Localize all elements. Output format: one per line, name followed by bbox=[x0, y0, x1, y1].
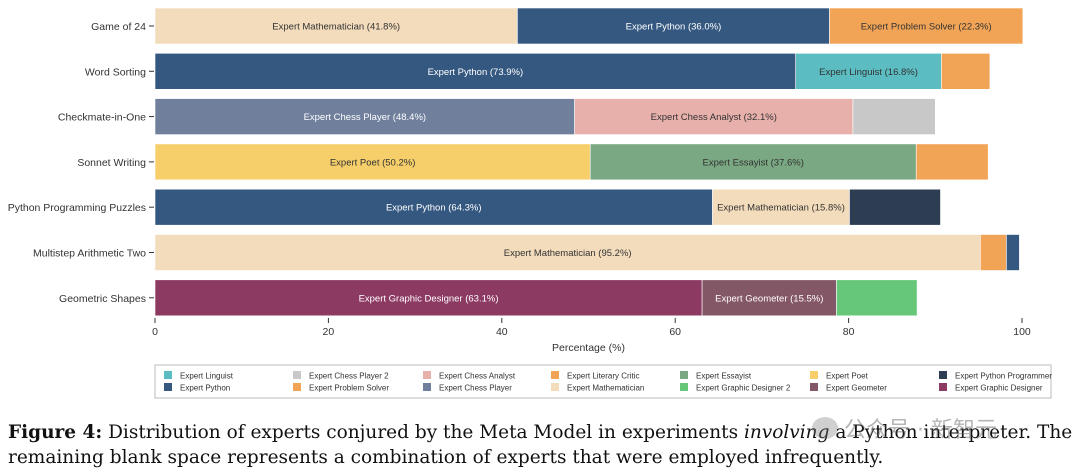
legend-swatch bbox=[293, 371, 301, 379]
bar-segment bbox=[829, 7, 1024, 45]
legend-box bbox=[154, 364, 1052, 399]
legend-item: Expert Problem Solver bbox=[309, 384, 389, 393]
bar-segment bbox=[154, 7, 518, 45]
bar-data-label: Expert Essayist (37.6%) bbox=[703, 157, 804, 168]
legend-item: Expert Essayist bbox=[696, 372, 752, 381]
bar-segment bbox=[836, 279, 918, 317]
x-tick-label: 0 bbox=[152, 326, 158, 338]
legend-item: Expert Graphic Designer bbox=[955, 384, 1043, 393]
legend-item: Expert Linguist bbox=[180, 372, 234, 381]
figure-label: Figure 4: bbox=[8, 422, 103, 443]
bar-segment bbox=[574, 98, 854, 135]
bar-segment bbox=[1006, 234, 1020, 271]
legend-swatch bbox=[423, 371, 431, 379]
bar-data-label: Expert Mathematician (15.8%) bbox=[717, 203, 845, 214]
legend-item: Expert Python bbox=[180, 384, 230, 393]
legend-item: Expert Literary Critic bbox=[567, 372, 639, 381]
legend-swatch bbox=[423, 383, 431, 391]
bar-segment bbox=[154, 188, 713, 226]
legend-item: Expert Geometer bbox=[826, 384, 887, 393]
x-tick-label: 80 bbox=[843, 326, 855, 338]
legend-swatch bbox=[164, 383, 172, 391]
category-label: Geometric Shapes bbox=[59, 293, 146, 305]
bar-segment bbox=[915, 143, 989, 181]
bar-segment bbox=[941, 52, 991, 90]
category-label: Game of 24 bbox=[91, 21, 146, 33]
x-tick-label: 100 bbox=[1013, 326, 1031, 338]
bar-segment bbox=[154, 279, 703, 317]
x-tick-label: 60 bbox=[669, 326, 681, 338]
legend-swatch bbox=[551, 371, 559, 379]
bar-data-label: Expert Geometer (15.5%) bbox=[715, 293, 823, 304]
bar-data-label: Expert Mathematician (41.8%) bbox=[272, 22, 400, 33]
bar-segment bbox=[701, 279, 837, 317]
legend-swatch bbox=[810, 383, 818, 391]
watermark-text: 公众号 · 新智元 bbox=[844, 418, 997, 443]
expert-distribution-chart: Game of 24 Expert Mathematician (41.8%) Ex… bbox=[8, 7, 1052, 399]
bar-segment bbox=[154, 234, 981, 271]
bar-segment bbox=[154, 98, 575, 135]
bar-segment bbox=[589, 143, 917, 181]
wechat-icon bbox=[812, 417, 838, 439]
legend-swatch bbox=[810, 371, 818, 379]
bar-data-label: Expert Mathematician (95.2%) bbox=[504, 248, 632, 259]
bar-data-label: Expert Poet (50.2%) bbox=[330, 157, 416, 168]
figure-caption: Figure 4: Distribution of experts conjur… bbox=[8, 420, 1076, 470]
bar-segment bbox=[712, 188, 850, 226]
bar-data-label: Expert Chess Player (48.4%) bbox=[304, 112, 427, 123]
legend-item: Expert Graphic Designer 2 bbox=[696, 384, 791, 393]
bar-data-label: Expert Python (64.3%) bbox=[386, 203, 482, 214]
legend-swatch bbox=[939, 383, 947, 391]
watermark: 公众号 · 新智元 bbox=[812, 412, 997, 444]
bar-data-label: Expert Chess Analyst (32.1%) bbox=[651, 112, 777, 123]
legend-item: Expert Poet bbox=[826, 372, 869, 381]
legend-swatch bbox=[680, 371, 688, 379]
bar-data-label: Expert Python (73.9%) bbox=[428, 67, 524, 78]
category-label: Multistep Arithmetic Two bbox=[33, 248, 146, 260]
category-label: Sonnet Writing bbox=[77, 157, 146, 169]
category-label: Checkmate-in-One bbox=[58, 112, 146, 124]
caption-text-before: Distribution of experts conjured by the … bbox=[102, 422, 744, 443]
legend-swatch bbox=[939, 371, 947, 379]
legend-item: Expert Chess Analyst bbox=[439, 372, 516, 381]
legend-swatch bbox=[551, 383, 559, 391]
caption-emphasis: involving bbox=[743, 422, 830, 443]
x-tick-label: 40 bbox=[496, 326, 508, 338]
category-label: Word Sorting bbox=[85, 66, 146, 78]
bar-segment bbox=[852, 98, 936, 135]
x-tick-label: 20 bbox=[323, 326, 335, 338]
legend-swatch bbox=[164, 371, 172, 379]
bar-data-label: Expert Linguist (16.8%) bbox=[819, 67, 918, 78]
caption-text-after: a Python interpreter. The remaining blan… bbox=[8, 422, 1073, 468]
legend-item: Expert Mathematician bbox=[567, 384, 644, 393]
bar-segment bbox=[154, 52, 797, 90]
bar-data-label: Expert Graphic Designer (63.1%) bbox=[359, 293, 499, 304]
legend-item: Expert Chess Player 2 bbox=[309, 372, 389, 381]
legend-swatch bbox=[680, 383, 688, 391]
bar-segment bbox=[517, 7, 830, 45]
x-axis-label: Percentage (%) bbox=[552, 342, 625, 354]
legend-item: Expert Python Programmer bbox=[955, 372, 1052, 381]
bar-data-label: Expert Problem Solver (22.3%) bbox=[861, 22, 992, 33]
bar-data-label: Expert Python (36.0%) bbox=[626, 22, 722, 33]
bar-segment bbox=[849, 188, 941, 226]
bar-segment bbox=[980, 234, 1007, 271]
category-label: Python Programming Puzzles bbox=[8, 202, 146, 214]
legend-item: Expert Chess Player bbox=[439, 384, 512, 393]
legend-swatch bbox=[293, 383, 301, 391]
